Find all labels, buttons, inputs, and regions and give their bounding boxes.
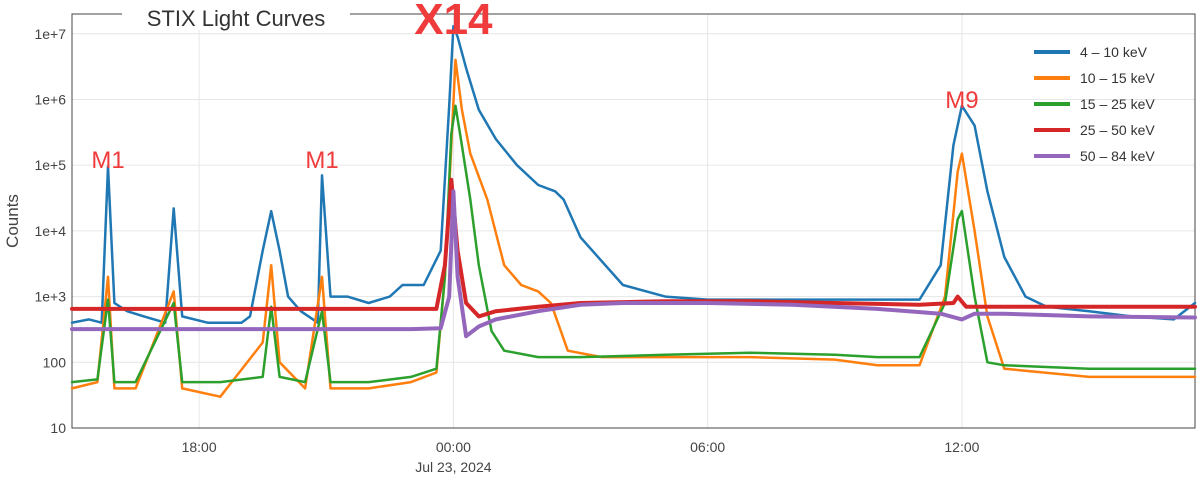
series-layer [70,25,1197,398]
y-tick-label: 1e+4 [34,223,66,239]
series-line-4 [70,177,1197,319]
flare-annotation: M1 [305,147,338,174]
chart-title: STIX Light Curves [147,6,326,31]
legend: 4 – 10 keV 10 – 15 keV 15 – 25 keV 25 – 50 … [1034,44,1155,164]
y-axis-label: Counts [3,194,22,248]
y-tick-label: 1e+6 [34,91,66,107]
series-line-2 [70,58,1197,398]
series-line-3 [70,104,1197,384]
x-tick-label: 18:00 [182,439,217,455]
annotations: M1 M1 X14 M9 [91,0,978,174]
x-tick-label: 12:00 [944,439,979,455]
title-backdrop [122,4,350,30]
series-line-1 [70,25,1197,324]
x-tick-sublabel: Jul 23, 2024 [415,459,491,475]
x-axis-ticks: 18:00 00:00 Jul 23, 2024 06:00 12:00 [182,439,980,475]
y-tick-label: 1e+5 [34,157,66,173]
series-line-5 [70,189,1197,339]
legend-label: 10 – 15 keV [1080,70,1155,86]
legend-label: 15 – 25 keV [1080,96,1155,112]
y-tick-label: 100 [43,354,67,370]
legend-label: 50 – 84 keV [1080,148,1155,164]
flare-annotation: M9 [945,87,978,114]
legend-label: 4 – 10 keV [1080,44,1148,60]
flare-annotation: X14 [414,0,493,44]
legend-label: 25 – 50 keV [1080,122,1155,138]
y-axis-ticks: 10 100 1e+3 1e+4 1e+5 1e+6 1e+7 [34,26,66,436]
x-tick-label: 06:00 [690,439,725,455]
flare-annotation: M1 [91,147,124,174]
plot-frame [71,13,1196,429]
x-tick-label: 00:00 [436,439,471,455]
y-tick-label: 1e+7 [34,26,66,42]
y-tick-label: 10 [50,420,66,436]
y-tick-label: 1e+3 [34,289,66,305]
